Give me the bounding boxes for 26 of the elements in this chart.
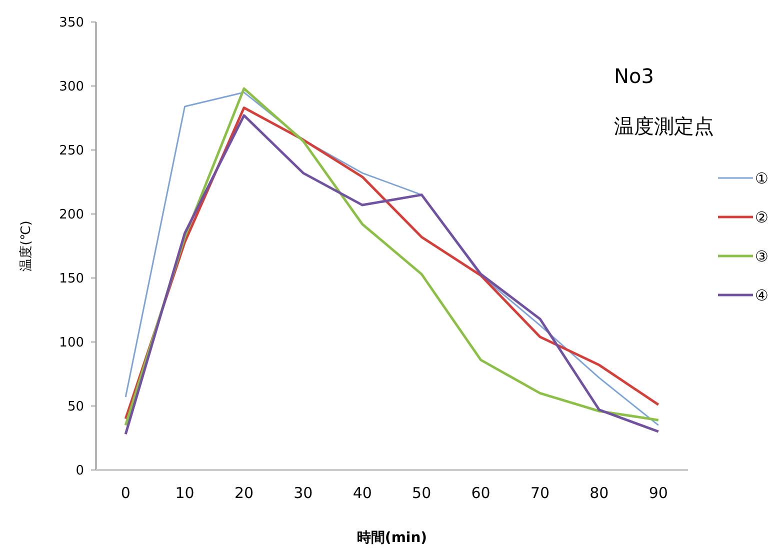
y-tick-label: 200 [59, 208, 84, 223]
x-axis-title: 時間(min) [356, 530, 428, 546]
x-tick-label: 10 [175, 484, 194, 502]
text: No3 [614, 64, 654, 88]
legend-label: ① [755, 169, 768, 188]
x-tick-label: 40 [352, 484, 372, 502]
y-tick-label: 350 [59, 16, 84, 31]
x-tick-label: 70 [530, 484, 550, 502]
x-tick-label: 90 [648, 484, 668, 502]
y-tick-label: 150 [59, 272, 84, 287]
x-tick-label: 50 [412, 484, 432, 502]
x-tick-label: 30 [294, 484, 313, 502]
x-tick-label: 0 [120, 484, 130, 502]
y-axis-title: 温度(℃) [18, 220, 34, 272]
x-tick-label: 60 [471, 484, 490, 502]
y-tick-label: 50 [67, 400, 84, 415]
legend-label: ③ [755, 247, 768, 266]
legend-label: ④ [755, 286, 768, 304]
legend-label: ② [755, 208, 768, 226]
y-tick-label: 100 [59, 336, 84, 351]
y-tick-label: 0 [76, 464, 84, 479]
legend-title: 温度測定点 [614, 114, 714, 138]
x-tick-label: 80 [590, 484, 609, 502]
y-tick-label: 250 [59, 144, 84, 159]
x-tick-label: 20 [234, 484, 254, 502]
y-tick-label: 300 [59, 80, 84, 95]
